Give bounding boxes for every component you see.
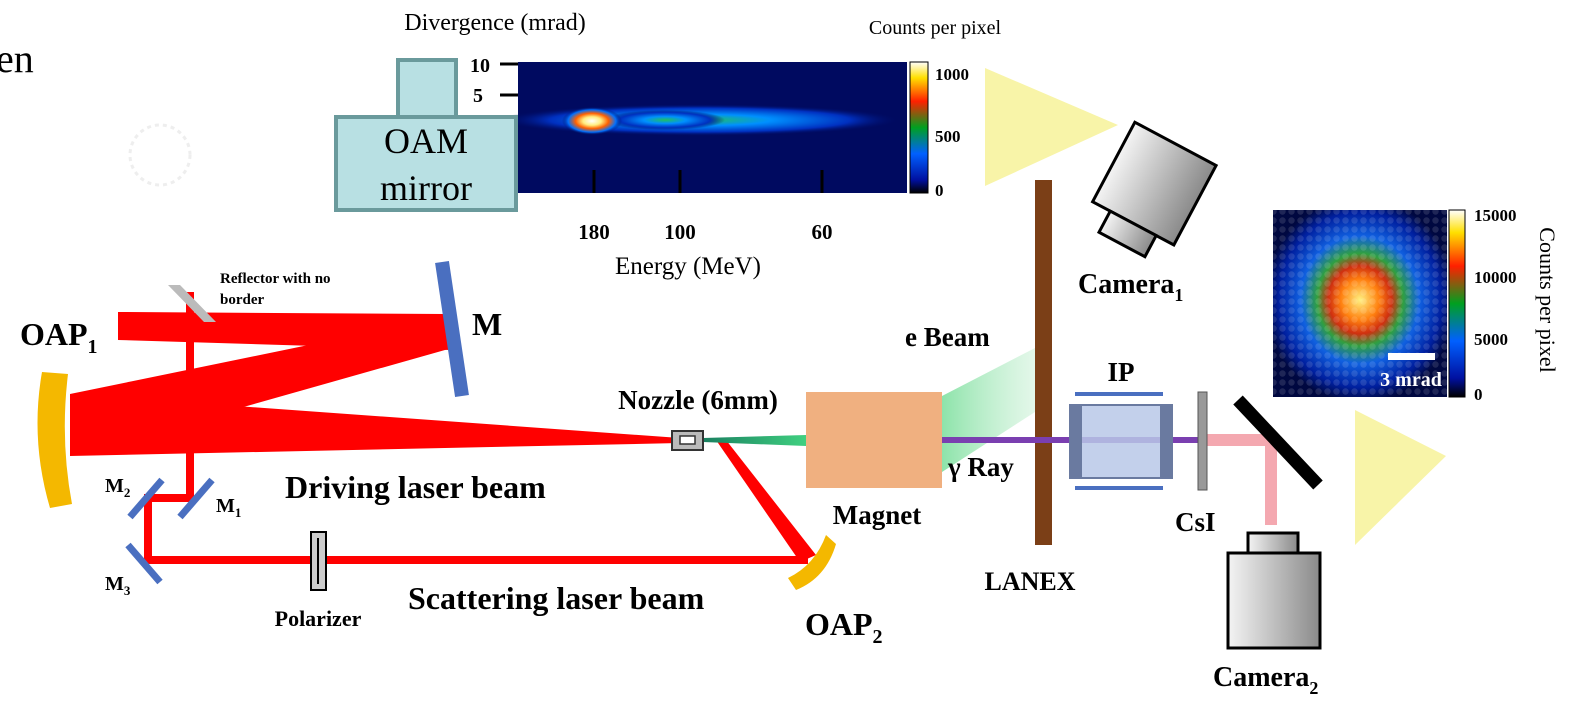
label-part: OAP [20, 316, 88, 352]
label-part: Camera [1213, 662, 1309, 693]
x-tick-label: 100 [664, 220, 696, 244]
colorbar-tick-label: 0 [1474, 385, 1483, 404]
scattering-beam-label: Scattering laser beam [408, 580, 705, 616]
label-part: M [105, 573, 124, 595]
colorbar-tick-label: 1000 [935, 65, 969, 84]
spectrum-colorbar [910, 62, 928, 193]
corner-text: en [0, 36, 34, 81]
reflector-label: Reflector with no [220, 271, 331, 287]
mirror-m3-label: M3 [105, 573, 131, 598]
label-part: OAP [805, 606, 873, 642]
oam-mirror-top [398, 60, 456, 118]
label-part: 1 [235, 505, 242, 520]
mirror-m2-label: M2 [105, 475, 130, 500]
nozzle-label: Nozzle (6mm) [618, 385, 778, 415]
camera-1 [1081, 122, 1216, 266]
colorbar-tick-label: 0 [935, 181, 944, 200]
oam-mirror-label: OAM [384, 121, 468, 161]
e-beam-label: e Beam [905, 322, 990, 352]
scale-bar-label: 3 mrad [1380, 369, 1442, 391]
label-part: M [216, 495, 235, 517]
mirror-m-label: M [472, 306, 502, 342]
label-part: 3 [124, 583, 131, 598]
csi-label: CsI [1175, 507, 1216, 537]
driving-beam [70, 394, 680, 456]
spectrum-peak [562, 107, 622, 135]
label-part: 2 [1309, 678, 1318, 698]
oap-2-label: OAP2 [805, 606, 883, 648]
magnet-label: Magnet [833, 500, 921, 530]
lanex-screen [1035, 180, 1052, 545]
y-tick-label: 10 [470, 55, 490, 77]
lanex-label: LANEX [984, 567, 1075, 596]
label-part: 2 [124, 485, 131, 500]
gamma-ray-label: γ Ray [947, 452, 1014, 482]
scintillation-light [1207, 440, 1271, 525]
spectrum-x-label: Energy (MeV) [615, 253, 761, 280]
x-tick-label: 60 [812, 220, 833, 244]
y-tick-label: 5 [473, 85, 483, 107]
colorbar-tick-label: 500 [935, 127, 961, 146]
colorbar-tick-label: 10000 [1474, 268, 1517, 287]
polarizer-label: Polarizer [275, 606, 362, 631]
oam-mirror-label: mirror [380, 168, 472, 208]
scale-bar [1388, 353, 1435, 360]
label-part: 1 [88, 336, 98, 358]
light-cone [1355, 410, 1446, 545]
spectrum-colorbar-title: Counts per pixel [869, 17, 1002, 39]
label-part: Camera [1078, 269, 1174, 300]
oap-1-label: OAP1 [20, 316, 98, 358]
camera-1-label: Camera1 [1078, 269, 1183, 305]
image-plate-holder [1070, 405, 1172, 478]
nozzle-orifice [680, 436, 695, 444]
scattering-beam [716, 440, 816, 562]
reflector-label: border [220, 292, 265, 308]
mirror-m1-label: M1 [216, 495, 241, 520]
electron-beam [703, 435, 806, 446]
oap-1 [38, 372, 73, 508]
light-cone [985, 68, 1118, 186]
ip-label: IP [1108, 357, 1135, 387]
colorbar-tick-label: 5000 [1474, 330, 1508, 349]
mirror-m [442, 262, 462, 396]
image-plate-flange [1160, 405, 1172, 478]
x-tick-label: 180 [578, 220, 610, 244]
magnet [806, 392, 942, 488]
image-plate-flange [1070, 405, 1082, 478]
csi-crystal [1198, 392, 1207, 490]
camera-2-label: Camera2 [1213, 662, 1318, 698]
setup-diagram: en Divergence (mrad) Counts per pixel 10… [0, 0, 1582, 702]
gamma-colorbar [1449, 210, 1465, 397]
driving-beam-label: Driving laser beam [285, 469, 546, 505]
label-part: M [105, 475, 124, 497]
spectrum-y-label: Divergence (mrad) [404, 10, 585, 36]
label-part: 2 [873, 626, 883, 648]
gamma-colorbar-title: Counts per pixel [1535, 227, 1560, 372]
spectrum-tail [605, 110, 725, 130]
colorbar-tick-label: 15000 [1474, 206, 1517, 225]
faint-circle [130, 125, 190, 185]
camera-2 [1228, 553, 1320, 648]
label-part: 1 [1174, 285, 1183, 305]
